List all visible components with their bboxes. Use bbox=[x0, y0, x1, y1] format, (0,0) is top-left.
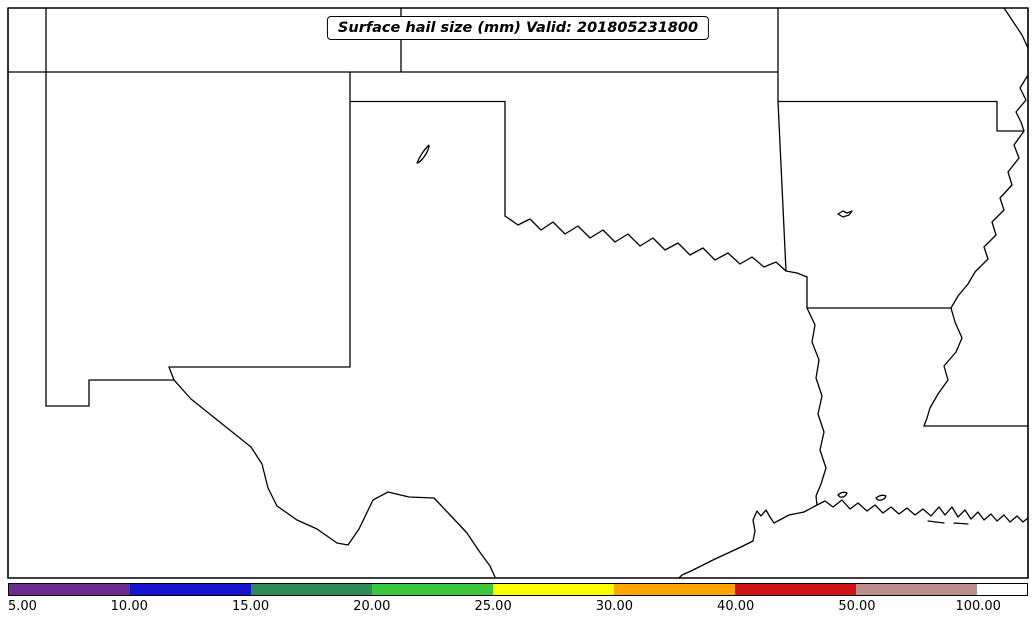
mississippi-river bbox=[923, 74, 1029, 427]
colorbar-tick-label: 15.00 bbox=[231, 599, 270, 614]
red-river bbox=[504, 215, 808, 278]
colorbar-tick-label: 30.00 bbox=[595, 599, 633, 614]
colorbar-tick-label: 25.00 bbox=[474, 599, 512, 614]
louisiana-coastline bbox=[816, 499, 1029, 523]
rio-grande bbox=[173, 379, 496, 578]
plot-title: Surface hail size (mm) Valid: 2018052318… bbox=[337, 20, 699, 36]
border-mo-ar-line bbox=[777, 100, 1025, 132]
colorbar-segment bbox=[130, 584, 252, 595]
sabine-river bbox=[806, 307, 827, 506]
colorbar-ticks: 5.00 10.00 15.00 20.00 25.00 30.00 40.00 50.00 1… bbox=[8, 599, 1028, 619]
colorbar-segment bbox=[977, 584, 1027, 595]
colorbar-segment bbox=[735, 584, 857, 595]
lake-calcasieu bbox=[837, 491, 848, 498]
colorbar-tick-label: 20.00 bbox=[353, 599, 391, 614]
colorbar-tick-label: 100.00 bbox=[955, 599, 1001, 614]
border-nm-tx-line bbox=[168, 71, 351, 381]
colorbar-tick-label: 50.00 bbox=[838, 599, 876, 614]
border-nm-bootheel bbox=[45, 379, 175, 407]
border-ok-ar-line bbox=[777, 7, 787, 272]
lake-grand bbox=[875, 494, 887, 501]
colorbar-tick-label: 5.00 bbox=[8, 599, 37, 614]
lake-meredith bbox=[416, 144, 430, 164]
title-box: Surface hail size (mm) Valid: 2018052318… bbox=[326, 16, 710, 40]
colorbar-tick-label: 10.00 bbox=[110, 599, 148, 614]
barrier-islands bbox=[927, 520, 969, 525]
texas-coastline bbox=[678, 504, 818, 579]
colorbar-segment bbox=[614, 584, 736, 595]
colorbar-segment bbox=[493, 584, 615, 595]
colorbar-tick-label: 40.00 bbox=[717, 599, 755, 614]
colorbar-segment bbox=[856, 584, 978, 595]
colorbar-segment bbox=[251, 584, 373, 595]
plot-border bbox=[7, 7, 1029, 579]
colorbar bbox=[8, 583, 1028, 596]
colorbar-segment bbox=[9, 584, 131, 595]
mississippi-river-upper bbox=[1003, 7, 1029, 49]
colorbar-segment bbox=[372, 584, 494, 595]
lake-ouachita bbox=[837, 210, 853, 218]
